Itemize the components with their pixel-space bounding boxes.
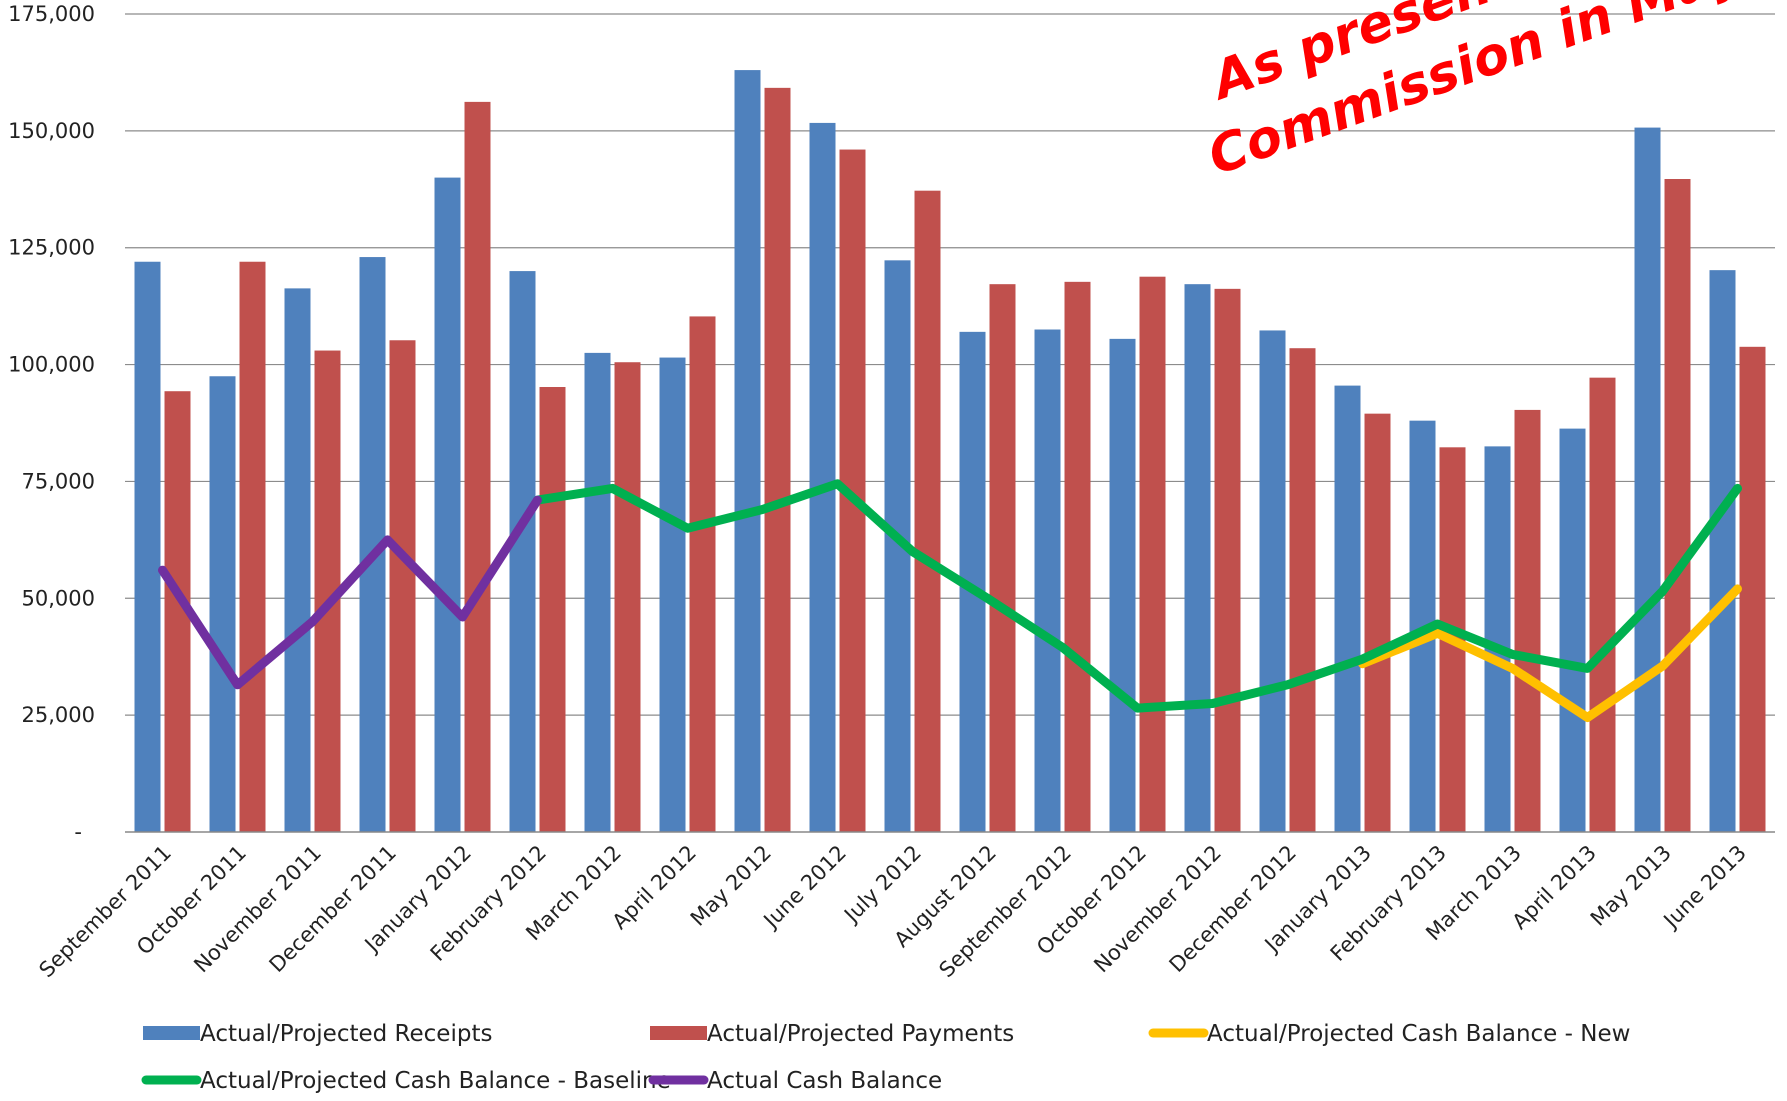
bar-receipts (1484, 446, 1511, 832)
bar-receipts (209, 376, 236, 832)
x-tick-label: December 2011 (265, 841, 401, 977)
bar-receipts (509, 271, 536, 833)
bar-payments (1214, 288, 1241, 832)
legend-item: Actual/Projected Payments (650, 1021, 1014, 1047)
bar-payments (239, 261, 266, 832)
line-actual-cash-balance (158, 495, 542, 690)
bars (134, 70, 1766, 833)
legend-label: Actual/Projected Cash Balance - Baseline (200, 1068, 671, 1094)
bar-payments (1064, 281, 1091, 833)
annotation-stamp: As presented to Commission in May (1201, 0, 1752, 187)
bar-receipts (659, 357, 686, 832)
x-tick-label: December 2012 (1165, 841, 1301, 977)
y-tick-label: - (74, 820, 82, 844)
bar-receipts (1559, 428, 1586, 832)
bar-payments (539, 387, 566, 832)
x-tick-label: November 2012 (1089, 841, 1226, 978)
bar-receipts (1184, 284, 1211, 832)
y-tick-label: 25,000 (22, 703, 95, 727)
bar-payments (1289, 348, 1316, 832)
bar-receipts (134, 261, 161, 832)
legend-label: Actual/Projected Payments (707, 1021, 1014, 1047)
bar-receipts (734, 70, 761, 832)
bar-payments (614, 362, 641, 832)
legend-label: Actual Cash Balance (707, 1068, 942, 1094)
y-tick-label: 50,000 (22, 586, 95, 610)
line-actual-projected-cash-balance-new (1358, 584, 1742, 722)
legend-item: Actual/Projected Cash Balance - New (1148, 1021, 1630, 1047)
bar-payments (1364, 413, 1391, 832)
x-tick-label: September 2012 (934, 841, 1076, 983)
legend-swatch (143, 1026, 200, 1040)
bar-receipts (284, 288, 311, 832)
bar-receipts (584, 352, 611, 832)
bar-payments (1589, 377, 1616, 832)
legend-label: Actual/Projected Cash Balance - New (1207, 1021, 1630, 1047)
y-tick-label: 175,000 (8, 2, 95, 26)
bar-payments (1739, 346, 1766, 832)
x-tick-label: September 2011 (34, 841, 176, 983)
bar-receipts (1634, 127, 1661, 832)
legend-item: Actual/Projected Cash Balance - Baseline (141, 1068, 671, 1094)
y-tick-label: 75,000 (22, 469, 95, 493)
y-tick-label: 125,000 (8, 236, 95, 260)
legend-item: Actual Cash Balance (648, 1068, 942, 1094)
line-actual-projected-cash-balance-baseline (533, 479, 1742, 713)
bar-receipts (1109, 338, 1136, 832)
bar-payments (389, 340, 416, 832)
bar-payments (1664, 179, 1691, 832)
bar-payments (1139, 276, 1166, 833)
bar-receipts (809, 122, 836, 832)
x-tick-label: November 2011 (189, 841, 326, 978)
bar-payments (464, 101, 491, 832)
legend: Actual/Projected Receipts Actual/Projecte… (141, 1021, 1630, 1094)
bar-receipts (1334, 385, 1361, 832)
y-axis-tick-labels: - 25,000 50,000 75,000 100,000 125,000 150,000… (8, 2, 95, 844)
bar-payments (914, 190, 941, 833)
y-tick-label: 100,000 (8, 353, 95, 377)
bar-payments (1514, 409, 1541, 832)
legend-item: Actual/Projected Receipts (143, 1021, 492, 1047)
series-lines (158, 479, 1742, 722)
bar-payments (764, 87, 791, 833)
bar-payments (989, 284, 1016, 832)
bar-receipts (434, 177, 461, 833)
bar-receipts (1709, 270, 1736, 832)
bar-receipts (1259, 330, 1286, 832)
bar-payments (689, 316, 716, 833)
legend-label: Actual/Projected Receipts (200, 1021, 492, 1047)
y-tick-label: 150,000 (8, 119, 95, 143)
bar-receipts (1034, 329, 1061, 832)
legend-swatch (650, 1026, 707, 1040)
